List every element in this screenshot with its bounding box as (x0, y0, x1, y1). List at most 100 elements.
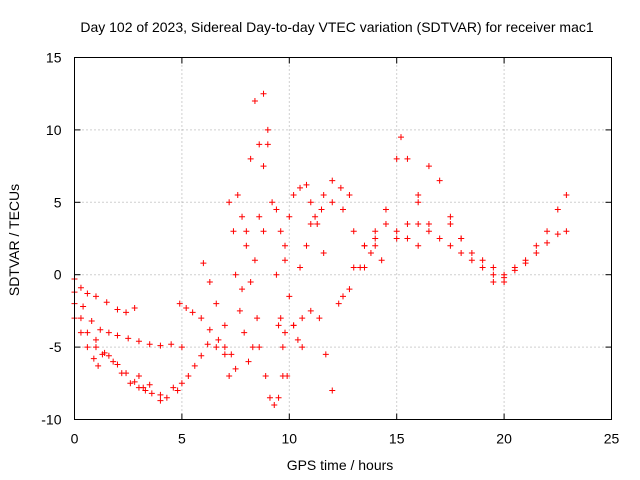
data-points (71, 90, 570, 409)
data-point (279, 344, 286, 351)
data-point (84, 290, 91, 297)
series-track-4 (71, 315, 102, 369)
data-point (350, 264, 357, 271)
data-point (320, 192, 327, 199)
data-point (273, 271, 280, 278)
data-point (382, 221, 389, 228)
data-point (243, 242, 250, 249)
data-point (329, 177, 336, 184)
data-point (329, 387, 336, 394)
data-point (135, 373, 142, 380)
series-track-9 (204, 341, 233, 380)
data-point (204, 341, 211, 348)
data-point (425, 221, 432, 228)
series-track-25 (447, 192, 570, 278)
data-point (522, 260, 529, 267)
data-point (215, 336, 222, 343)
data-point (256, 213, 263, 220)
data-point (239, 286, 246, 293)
data-point (101, 349, 108, 356)
data-point (425, 163, 432, 170)
series-track-11 (234, 141, 271, 285)
data-point (118, 370, 125, 377)
data-point (490, 264, 497, 271)
data-point (367, 249, 374, 256)
series-track-3 (71, 300, 164, 404)
data-point (148, 390, 155, 397)
data-point (563, 192, 570, 199)
data-point (191, 362, 198, 369)
data-point (314, 221, 321, 228)
data-point (329, 199, 336, 206)
data-point (415, 192, 422, 199)
data-point (447, 213, 454, 220)
data-point (303, 181, 310, 188)
data-point (447, 242, 454, 249)
data-point (221, 322, 228, 329)
data-point (286, 293, 293, 300)
x-tick-label: 5 (178, 431, 186, 447)
series-track-18 (297, 177, 353, 271)
series-track-22 (361, 134, 432, 271)
data-point (501, 274, 508, 281)
data-point (350, 228, 357, 235)
data-point (290, 322, 297, 329)
data-point (198, 315, 205, 322)
series-track-13 (260, 90, 291, 380)
data-point (125, 335, 132, 342)
series-track-21 (335, 249, 385, 307)
data-point (226, 373, 233, 380)
data-point (206, 278, 213, 285)
data-point (312, 213, 319, 220)
data-point (221, 351, 228, 358)
data-point (271, 402, 278, 409)
data-point (123, 309, 130, 316)
y-axis-label: SDTVAR / TECUs (6, 184, 22, 296)
data-point (77, 284, 84, 291)
data-point (393, 155, 400, 162)
data-point (397, 134, 404, 141)
data-point (247, 278, 254, 285)
data-point (297, 184, 304, 191)
data-point (232, 365, 239, 372)
data-point (447, 221, 454, 228)
data-point (544, 239, 551, 246)
data-point (458, 235, 465, 242)
data-point (114, 332, 121, 339)
data-point (251, 97, 258, 104)
data-point (135, 338, 142, 345)
data-point (262, 373, 269, 380)
data-point (176, 300, 183, 307)
y-tick-label: 0 (54, 267, 62, 283)
data-point (316, 315, 323, 322)
data-point (178, 380, 185, 387)
data-point (200, 260, 207, 267)
data-point (92, 293, 99, 300)
grid (74, 57, 612, 420)
data-point (266, 394, 273, 401)
x-tick-label: 25 (604, 431, 620, 447)
data-point (415, 199, 422, 206)
data-point (533, 242, 540, 249)
series-track-10 (226, 199, 261, 365)
data-point (303, 242, 310, 249)
data-point (157, 397, 164, 404)
data-point (206, 326, 213, 333)
data-point (393, 228, 400, 235)
series-track-8 (200, 260, 239, 372)
data-point (372, 235, 379, 242)
data-point (110, 358, 117, 365)
data-point (307, 221, 314, 228)
data-point (80, 303, 87, 310)
data-point (213, 300, 220, 307)
series-track-6 (135, 352, 205, 401)
data-point (127, 380, 134, 387)
data-point (236, 307, 243, 314)
data-point (260, 90, 267, 97)
data-point (114, 361, 121, 368)
data-point (95, 362, 102, 369)
y-tick-label: -10 (41, 412, 61, 428)
data-point (372, 242, 379, 249)
data-point (232, 271, 239, 278)
